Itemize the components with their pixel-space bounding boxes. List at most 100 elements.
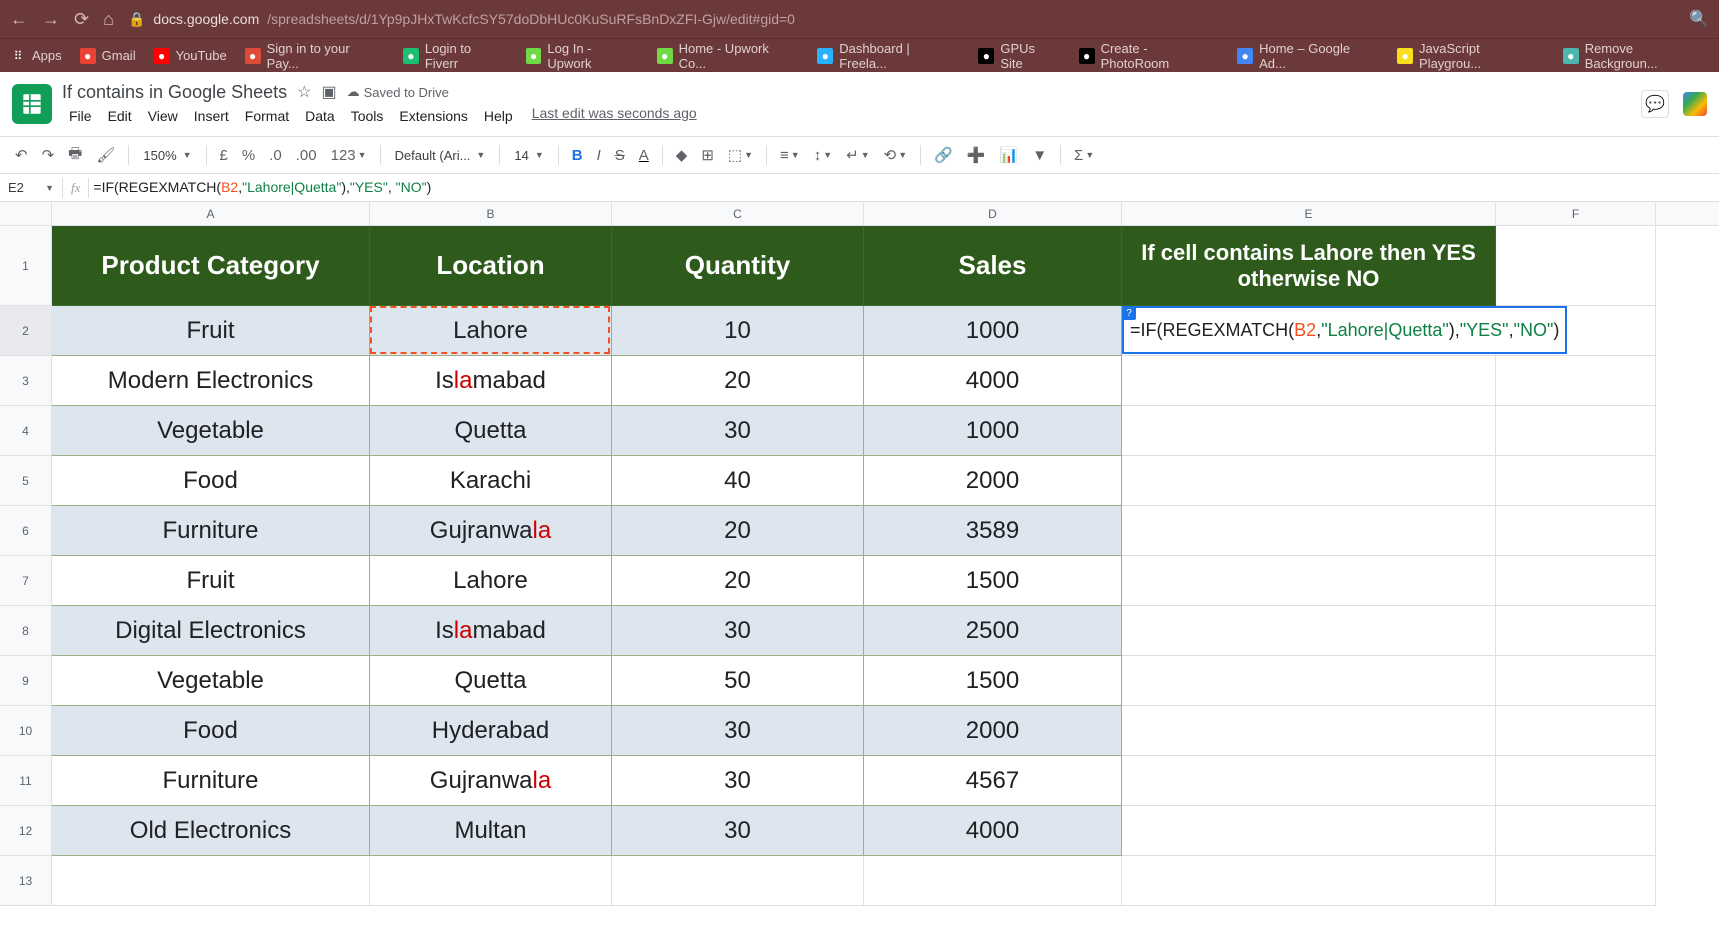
menu-tools[interactable]: Tools [344, 105, 391, 127]
data-cell[interactable]: Furniture [52, 756, 370, 806]
data-cell[interactable]: 30 [612, 806, 864, 856]
bookmark-item[interactable]: ●Remove Backgroun... [1563, 41, 1709, 71]
data-cell[interactable] [1122, 606, 1496, 656]
empty-cell[interactable] [1496, 406, 1656, 456]
doc-title[interactable]: If contains in Google Sheets [62, 82, 287, 103]
data-cell[interactable]: 30 [612, 706, 864, 756]
bookmark-item[interactable]: ●JavaScript Playgrou... [1397, 41, 1545, 71]
row-header-2[interactable]: 2 [0, 306, 52, 356]
data-cell[interactable]: Islamabad [370, 356, 612, 406]
wrap-icon[interactable]: ↵▼ [841, 142, 875, 168]
menu-insert[interactable]: Insert [187, 105, 236, 127]
row-header-12[interactable]: 12 [0, 806, 52, 856]
move-icon[interactable]: ▣ [321, 82, 336, 102]
data-cell[interactable]: Gujranwala [370, 506, 612, 556]
data-cell[interactable] [1122, 356, 1496, 406]
col-header-C[interactable]: C [612, 202, 864, 225]
h-align-icon[interactable]: ≡▼ [775, 143, 805, 168]
bookmark-item[interactable]: ●Log In - Upwork [526, 41, 639, 71]
data-cell[interactable] [1122, 656, 1496, 706]
url-bar[interactable]: 🔒 docs.google.com/spreadsheets/d/1Yp9pJH… [128, 11, 1675, 28]
col-header-D[interactable]: D [864, 202, 1122, 225]
cells-area[interactable]: Product CategoryLocationQuantitySalesIf … [52, 226, 1656, 906]
percent-icon[interactable]: % [237, 143, 260, 168]
zoom-select[interactable]: 150%▼ [137, 146, 197, 165]
bold-button[interactable]: B [567, 143, 588, 168]
data-cell[interactable]: Food [52, 706, 370, 756]
bookmark-item[interactable]: ●YouTube [154, 48, 227, 64]
menu-data[interactable]: Data [298, 105, 342, 127]
chart-icon[interactable]: 📊 [995, 142, 1024, 168]
data-cell[interactable]: Vegetable [52, 656, 370, 706]
empty-cell[interactable] [1496, 706, 1656, 756]
data-cell[interactable] [1122, 406, 1496, 456]
data-cell[interactable]: 4000 [864, 356, 1122, 406]
data-cell[interactable]: 1500 [864, 556, 1122, 606]
data-cell[interactable]: Fruit [52, 556, 370, 606]
data-cell[interactable]: Modern Electronics [52, 356, 370, 406]
comments-icon[interactable]: 💬 [1641, 90, 1669, 118]
data-cell[interactable]: 4567 [864, 756, 1122, 806]
data-cell[interactable]: 30 [612, 756, 864, 806]
fill-color-icon[interactable]: ◆ [671, 142, 693, 168]
data-cell[interactable]: 2000 [864, 456, 1122, 506]
data-cell[interactable]: 1000 [864, 406, 1122, 456]
empty-cell[interactable] [1496, 756, 1656, 806]
active-cell-editor[interactable]: ? =IF(REGEXMATCH(B2,"Lahore|Quetta"),"YE… [1122, 306, 1567, 354]
bookmark-item[interactable]: ●Gmail [80, 48, 136, 64]
row-header-10[interactable]: 10 [0, 706, 52, 756]
data-cell[interactable]: 50 [612, 656, 864, 706]
header-cell[interactable]: Location [370, 226, 612, 306]
row-header-8[interactable]: 8 [0, 606, 52, 656]
empty-cell[interactable] [1496, 806, 1656, 856]
empty-cell[interactable] [1496, 606, 1656, 656]
header-cell[interactable]: Quantity [612, 226, 864, 306]
menu-extensions[interactable]: Extensions [392, 105, 474, 127]
bookmark-item[interactable]: ●Sign in to your Pay... [245, 41, 385, 71]
empty-cell[interactable] [1496, 506, 1656, 556]
bookmark-item[interactable]: ●Create - PhotoRoom [1079, 41, 1219, 71]
data-cell[interactable]: Fruit [52, 306, 370, 356]
data-cell[interactable]: Quetta [370, 656, 612, 706]
data-cell[interactable]: Old Electronics [52, 806, 370, 856]
data-cell[interactable]: Vegetable [52, 406, 370, 456]
data-cell[interactable]: Quetta [370, 406, 612, 456]
currency-icon[interactable]: £ [215, 143, 233, 168]
data-cell[interactable]: Islamabad [370, 606, 612, 656]
data-cell[interactable]: Lahore [370, 306, 612, 356]
data-cell[interactable]: 10 [612, 306, 864, 356]
forward-icon[interactable]: → [42, 9, 60, 30]
data-cell[interactable]: 30 [612, 606, 864, 656]
col-header-F[interactable]: F [1496, 202, 1656, 225]
reload-icon[interactable]: ⟳ [74, 9, 89, 30]
strikethrough-button[interactable]: S [610, 143, 630, 168]
data-cell[interactable]: 30 [612, 406, 864, 456]
col-header-E[interactable]: E [1122, 202, 1496, 225]
data-cell[interactable]: Karachi [370, 456, 612, 506]
account-avatar[interactable] [1683, 92, 1707, 116]
data-cell[interactable]: 1000 [864, 306, 1122, 356]
data-cell[interactable]: Multan [370, 806, 612, 856]
link-icon[interactable]: 🔗 [929, 142, 958, 168]
data-cell[interactable]: Gujranwala [370, 756, 612, 806]
menu-format[interactable]: Format [238, 105, 296, 127]
header-cell[interactable]: If cell contains Lahore then YES otherwi… [1122, 226, 1496, 306]
font-select[interactable]: Default (Ari...▼ [389, 146, 492, 165]
formula-input[interactable]: =IF(REGEXMATCH(B2,"Lahore|Quetta"),"YES"… [89, 179, 1719, 196]
empty-cell[interactable] [1496, 226, 1656, 306]
search-icon[interactable]: 🔍 [1689, 9, 1709, 29]
star-icon[interactable]: ☆ [297, 82, 311, 102]
text-color-button[interactable]: A [634, 143, 654, 168]
empty-cell[interactable] [1496, 856, 1656, 906]
empty-cell[interactable] [612, 856, 864, 906]
menu-view[interactable]: View [141, 105, 185, 127]
home-icon[interactable]: ⌂ [103, 9, 114, 30]
redo-icon[interactable]: ↷ [37, 142, 60, 168]
merge-icon[interactable]: ⬚▼ [723, 142, 758, 168]
undo-icon[interactable]: ↶ [10, 142, 33, 168]
data-cell[interactable]: 3589 [864, 506, 1122, 556]
increase-decimal-icon[interactable]: .00 [291, 143, 322, 168]
row-header-9[interactable]: 9 [0, 656, 52, 706]
save-status[interactable]: ☁Saved to Drive [347, 84, 449, 100]
last-edit-link[interactable]: Last edit was seconds ago [532, 105, 697, 127]
